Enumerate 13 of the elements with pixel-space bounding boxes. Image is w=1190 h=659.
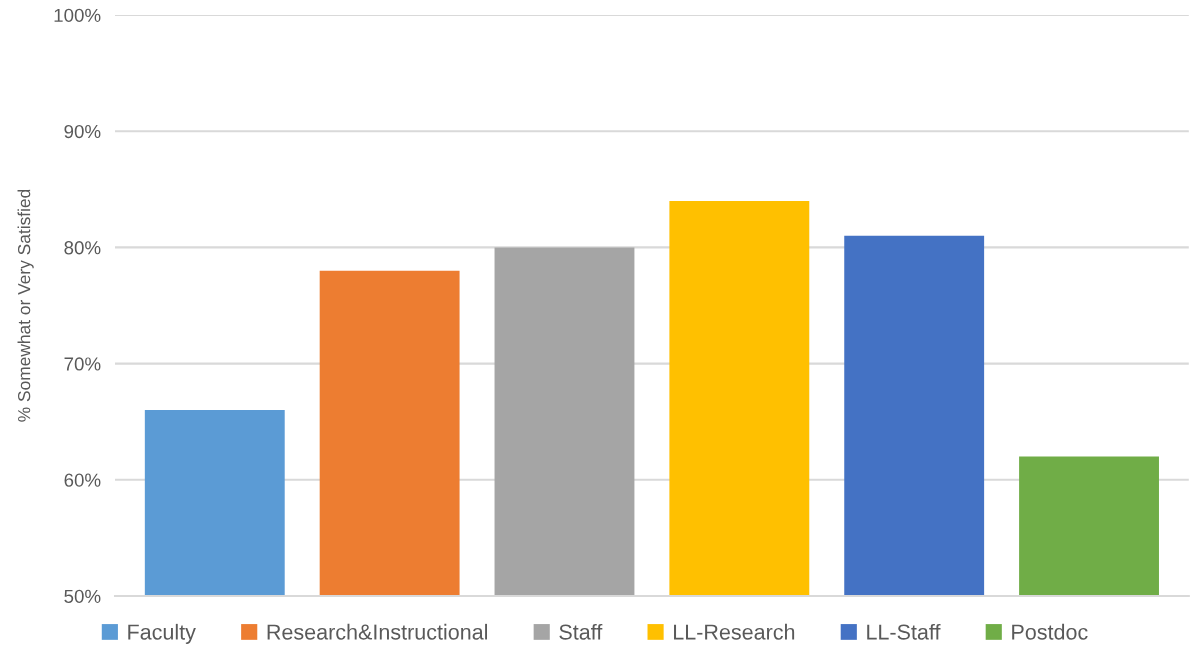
legend-label: Research&Instructional [267,623,488,640]
legend-label: Postdoc [1012,623,1088,640]
legend-label: Faculty [128,623,196,644]
y-axis-title: % Somewhat or Very Satisfied [17,189,34,422]
y-tick-label: 70% [64,357,101,371]
y-tick-label: 90% [64,124,101,139]
legend-label: LL-Research [674,623,795,640]
y-tick-label: 60% [64,473,101,487]
y-tick-label: 80% [64,241,101,255]
legend-label: Staff [559,623,603,640]
y-tick-label: 50% [64,589,101,603]
y-tick-label: 100% [54,8,101,22]
legend-label: LL-Staff [867,623,941,640]
